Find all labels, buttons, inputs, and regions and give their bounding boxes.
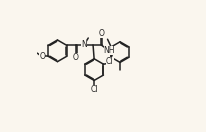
Text: O: O [73, 53, 79, 62]
Text: O: O [40, 52, 45, 61]
Text: N: N [81, 40, 87, 49]
Text: O: O [99, 29, 105, 38]
Text: Cl: Cl [106, 57, 114, 66]
Text: Cl: Cl [90, 85, 98, 94]
Text: NH: NH [103, 46, 115, 55]
